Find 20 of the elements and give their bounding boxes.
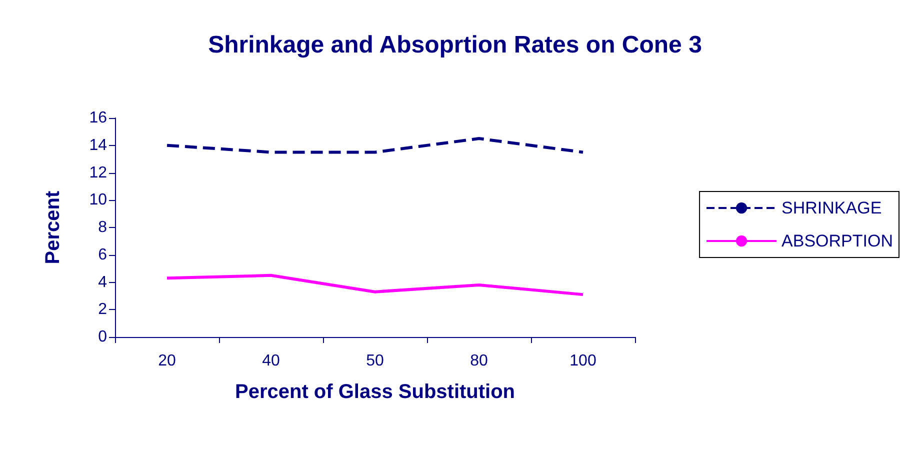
y-tick-label: 8 xyxy=(98,219,108,236)
y-tick-label: 16 xyxy=(89,110,108,126)
x-tick-label: 40 xyxy=(262,352,280,370)
y-tick-label: 4 xyxy=(98,274,108,291)
legend-label: SHRINKAGE xyxy=(782,198,882,218)
y-axis-title: Percent xyxy=(42,190,64,264)
x-tick-label: 20 xyxy=(158,352,176,370)
x-tick-label: 80 xyxy=(470,352,488,370)
y-tick-label: 10 xyxy=(89,192,108,209)
legend-label: ABSORPTION xyxy=(782,232,894,250)
chart-title: Shrinkage and Absoprtion Rates on Cone 3 xyxy=(208,32,702,58)
line-series xyxy=(166,274,584,296)
x-axis-title: Percent of Glass Substitution xyxy=(234,381,516,403)
x-tick-label: 50 xyxy=(366,352,384,370)
y-tick-label: 2 xyxy=(98,301,108,318)
y-tick-label: 12 xyxy=(89,164,108,182)
y-tick-label: 6 xyxy=(98,246,108,264)
y-tick-label: 0 xyxy=(98,328,108,346)
y-tick-label: 14 xyxy=(89,136,108,154)
x-tick-label: 100 xyxy=(570,352,596,370)
